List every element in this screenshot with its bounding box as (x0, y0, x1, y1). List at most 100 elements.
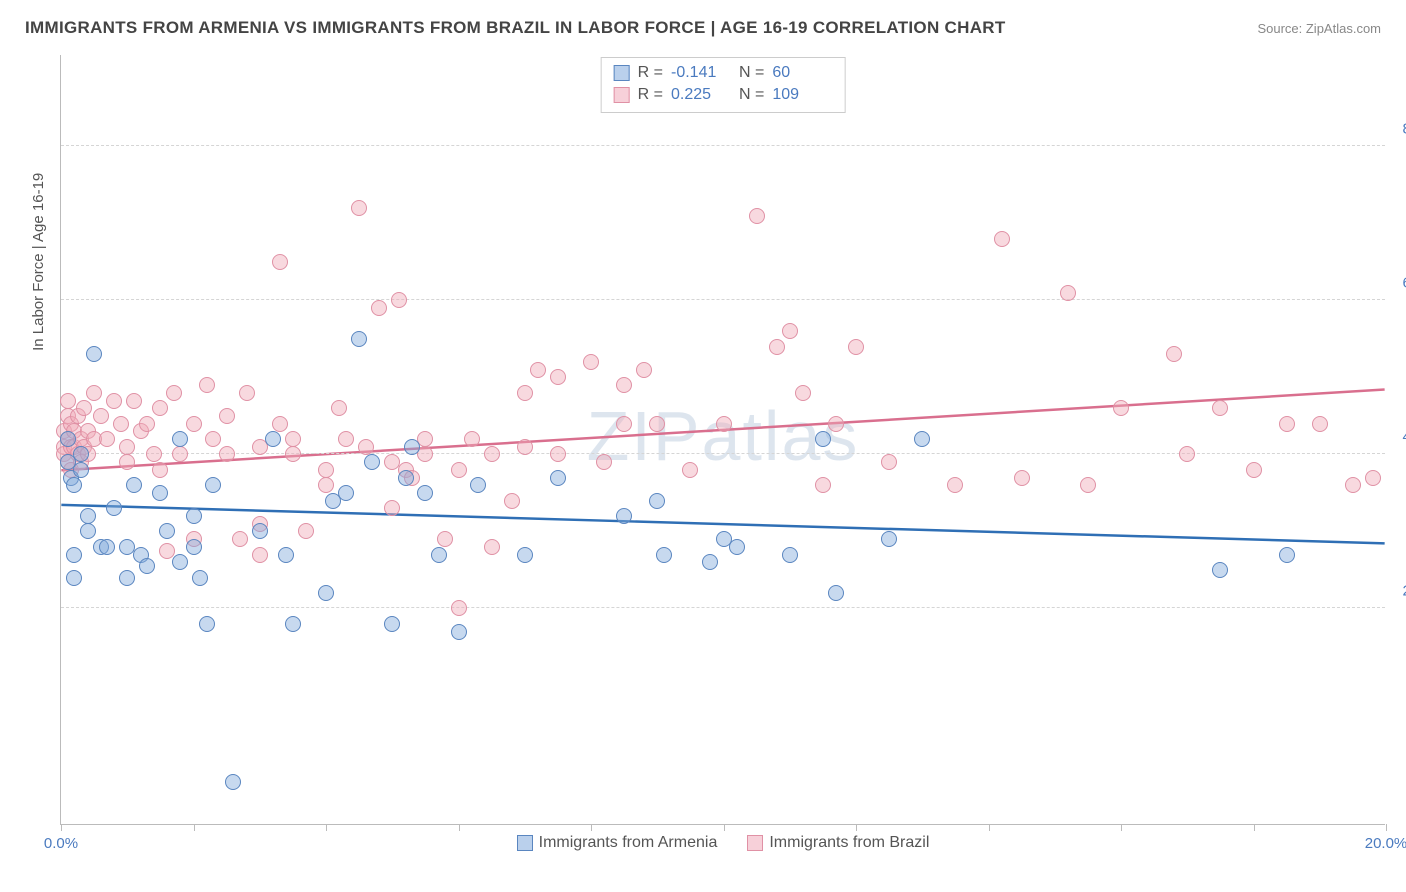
legend-item-brazil: Immigrants from Brazil (747, 834, 929, 852)
data-point-brazil (186, 416, 202, 432)
data-point-armenia (338, 485, 354, 501)
y-tick-label: 40.0% (1390, 429, 1406, 446)
data-point-armenia (384, 616, 400, 632)
data-point-armenia (66, 547, 82, 563)
data-point-brazil (205, 431, 221, 447)
data-point-brazil (159, 543, 175, 559)
data-point-brazil (113, 416, 129, 432)
n-value: 109 (772, 86, 832, 104)
data-point-brazil (484, 446, 500, 462)
data-point-brazil (517, 385, 533, 401)
data-point-armenia (99, 539, 115, 555)
data-point-armenia (404, 439, 420, 455)
data-point-armenia (649, 493, 665, 509)
x-tick (459, 824, 460, 831)
data-point-brazil (828, 416, 844, 432)
data-point-brazil (1060, 285, 1076, 301)
data-point-brazil (616, 416, 632, 432)
data-point-armenia (119, 570, 135, 586)
data-point-brazil (1345, 477, 1361, 493)
data-point-armenia (66, 570, 82, 586)
data-point-brazil (60, 393, 76, 409)
data-point-brazil (583, 354, 599, 370)
data-point-brazil (881, 454, 897, 470)
data-point-armenia (80, 508, 96, 524)
data-point-armenia (66, 477, 82, 493)
data-point-brazil (451, 462, 467, 478)
data-point-armenia (265, 431, 281, 447)
data-point-brazil (391, 292, 407, 308)
data-point-armenia (126, 477, 142, 493)
data-point-armenia (225, 774, 241, 790)
data-point-brazil (682, 462, 698, 478)
data-point-armenia (186, 508, 202, 524)
x-tick (1254, 824, 1255, 831)
x-tick (856, 824, 857, 831)
data-point-armenia (199, 616, 215, 632)
gridline-h (61, 607, 1385, 608)
x-tick-label: 0.0% (44, 835, 78, 852)
data-point-brazil (152, 462, 168, 478)
data-point-armenia (364, 454, 380, 470)
data-point-armenia (470, 477, 486, 493)
data-point-brazil (769, 339, 785, 355)
data-point-armenia (729, 539, 745, 555)
stats-row-blue: R = -0.141 N = 60 (614, 62, 833, 84)
data-point-brazil (106, 393, 122, 409)
x-tick (1121, 824, 1122, 831)
data-point-armenia (192, 570, 208, 586)
data-point-armenia (318, 585, 334, 601)
data-point-brazil (272, 254, 288, 270)
data-point-brazil (636, 362, 652, 378)
data-point-brazil (815, 477, 831, 493)
data-point-brazil (1166, 346, 1182, 362)
data-point-brazil (318, 477, 334, 493)
data-point-armenia (881, 531, 897, 547)
n-label: N = (739, 64, 764, 82)
data-point-brazil (93, 408, 109, 424)
data-point-armenia (616, 508, 632, 524)
r-label: R = (638, 64, 663, 82)
data-point-brazil (252, 547, 268, 563)
r-label: R = (638, 86, 663, 104)
data-point-armenia (517, 547, 533, 563)
series-legend: Immigrants from Armenia Immigrants from … (61, 834, 1385, 852)
data-point-brazil (994, 231, 1010, 247)
data-point-armenia (417, 485, 433, 501)
data-point-armenia (451, 624, 467, 640)
data-point-brazil (219, 446, 235, 462)
x-tick (724, 824, 725, 831)
x-tick (591, 824, 592, 831)
legend-label: Immigrants from Brazil (769, 834, 929, 852)
data-point-brazil (219, 408, 235, 424)
data-point-armenia (172, 554, 188, 570)
data-point-brazil (371, 300, 387, 316)
correlation-stats-legend: R = -0.141 N = 60 R = 0.225 N = 109 (601, 57, 846, 113)
data-point-brazil (298, 523, 314, 539)
x-tick (989, 824, 990, 831)
x-tick-label: 20.0% (1365, 835, 1406, 852)
scatter-plot: ZIPatlas R = -0.141 N = 60 R = 0.225 N =… (60, 55, 1385, 825)
data-point-armenia (73, 446, 89, 462)
swatch-blue-icon (517, 835, 533, 851)
data-point-brazil (437, 531, 453, 547)
data-point-armenia (1279, 547, 1295, 563)
data-point-brazil (1212, 400, 1228, 416)
data-point-brazil (166, 385, 182, 401)
y-tick-label: 20.0% (1390, 583, 1406, 600)
data-point-brazil (530, 362, 546, 378)
data-point-brazil (86, 385, 102, 401)
data-point-brazil (232, 531, 248, 547)
data-point-armenia (139, 558, 155, 574)
data-point-brazil (504, 493, 520, 509)
data-point-armenia (205, 477, 221, 493)
data-point-brazil (384, 500, 400, 516)
data-point-brazil (285, 446, 301, 462)
data-point-brazil (947, 477, 963, 493)
data-point-brazil (451, 600, 467, 616)
data-point-brazil (1365, 470, 1381, 486)
data-point-brazil (239, 385, 255, 401)
data-point-armenia (656, 547, 672, 563)
gridline-h (61, 145, 1385, 146)
y-axis-label: In Labor Force | Age 16-19 (30, 173, 47, 351)
